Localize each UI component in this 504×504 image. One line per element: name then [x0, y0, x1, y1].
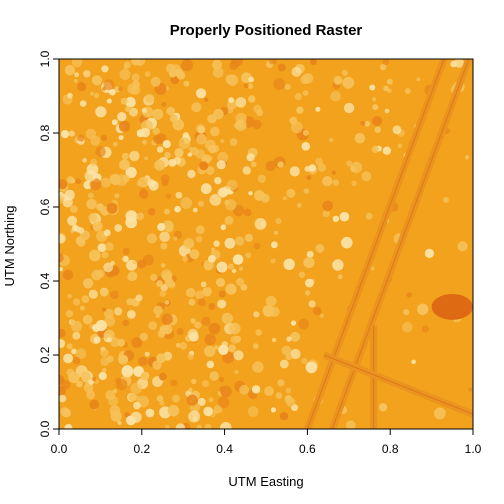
- x-tick-label: 0.4: [216, 442, 233, 456]
- y-tick-label: 0.8: [38, 124, 52, 141]
- y-tick-label: 0.0: [38, 420, 52, 437]
- plot-area: [58, 58, 474, 430]
- x-tick-label: 0.6: [299, 442, 316, 456]
- x-tick-label: 0.0: [51, 442, 68, 456]
- x-tick-label: 0.2: [133, 442, 150, 456]
- road-edge: [306, 59, 445, 429]
- y-axis-label: UTM Northing: [2, 206, 17, 287]
- y-tick-label: 0.4: [38, 272, 52, 289]
- x-tick-label: 0.8: [382, 442, 399, 456]
- chart-title: Properly Positioned Raster: [170, 22, 363, 39]
- x-axis: 0.0 0.2 0.4 0.6 0.8 1.0: [51, 429, 482, 456]
- x-axis-label: UTM Easting: [228, 474, 303, 489]
- y-tick-label: 1.0: [38, 50, 52, 67]
- plot-frame: [58, 58, 474, 430]
- y-tick-label: 0.6: [38, 198, 52, 215]
- x-tick-label: 1.0: [465, 442, 482, 456]
- road-edge: [323, 354, 473, 415]
- raster-image: [59, 59, 473, 429]
- pond-feature: [431, 293, 473, 320]
- y-tick-label: 0.2: [38, 346, 52, 363]
- y-axis: 0.0 0.2 0.4 0.6 0.8 1.0: [38, 50, 59, 437]
